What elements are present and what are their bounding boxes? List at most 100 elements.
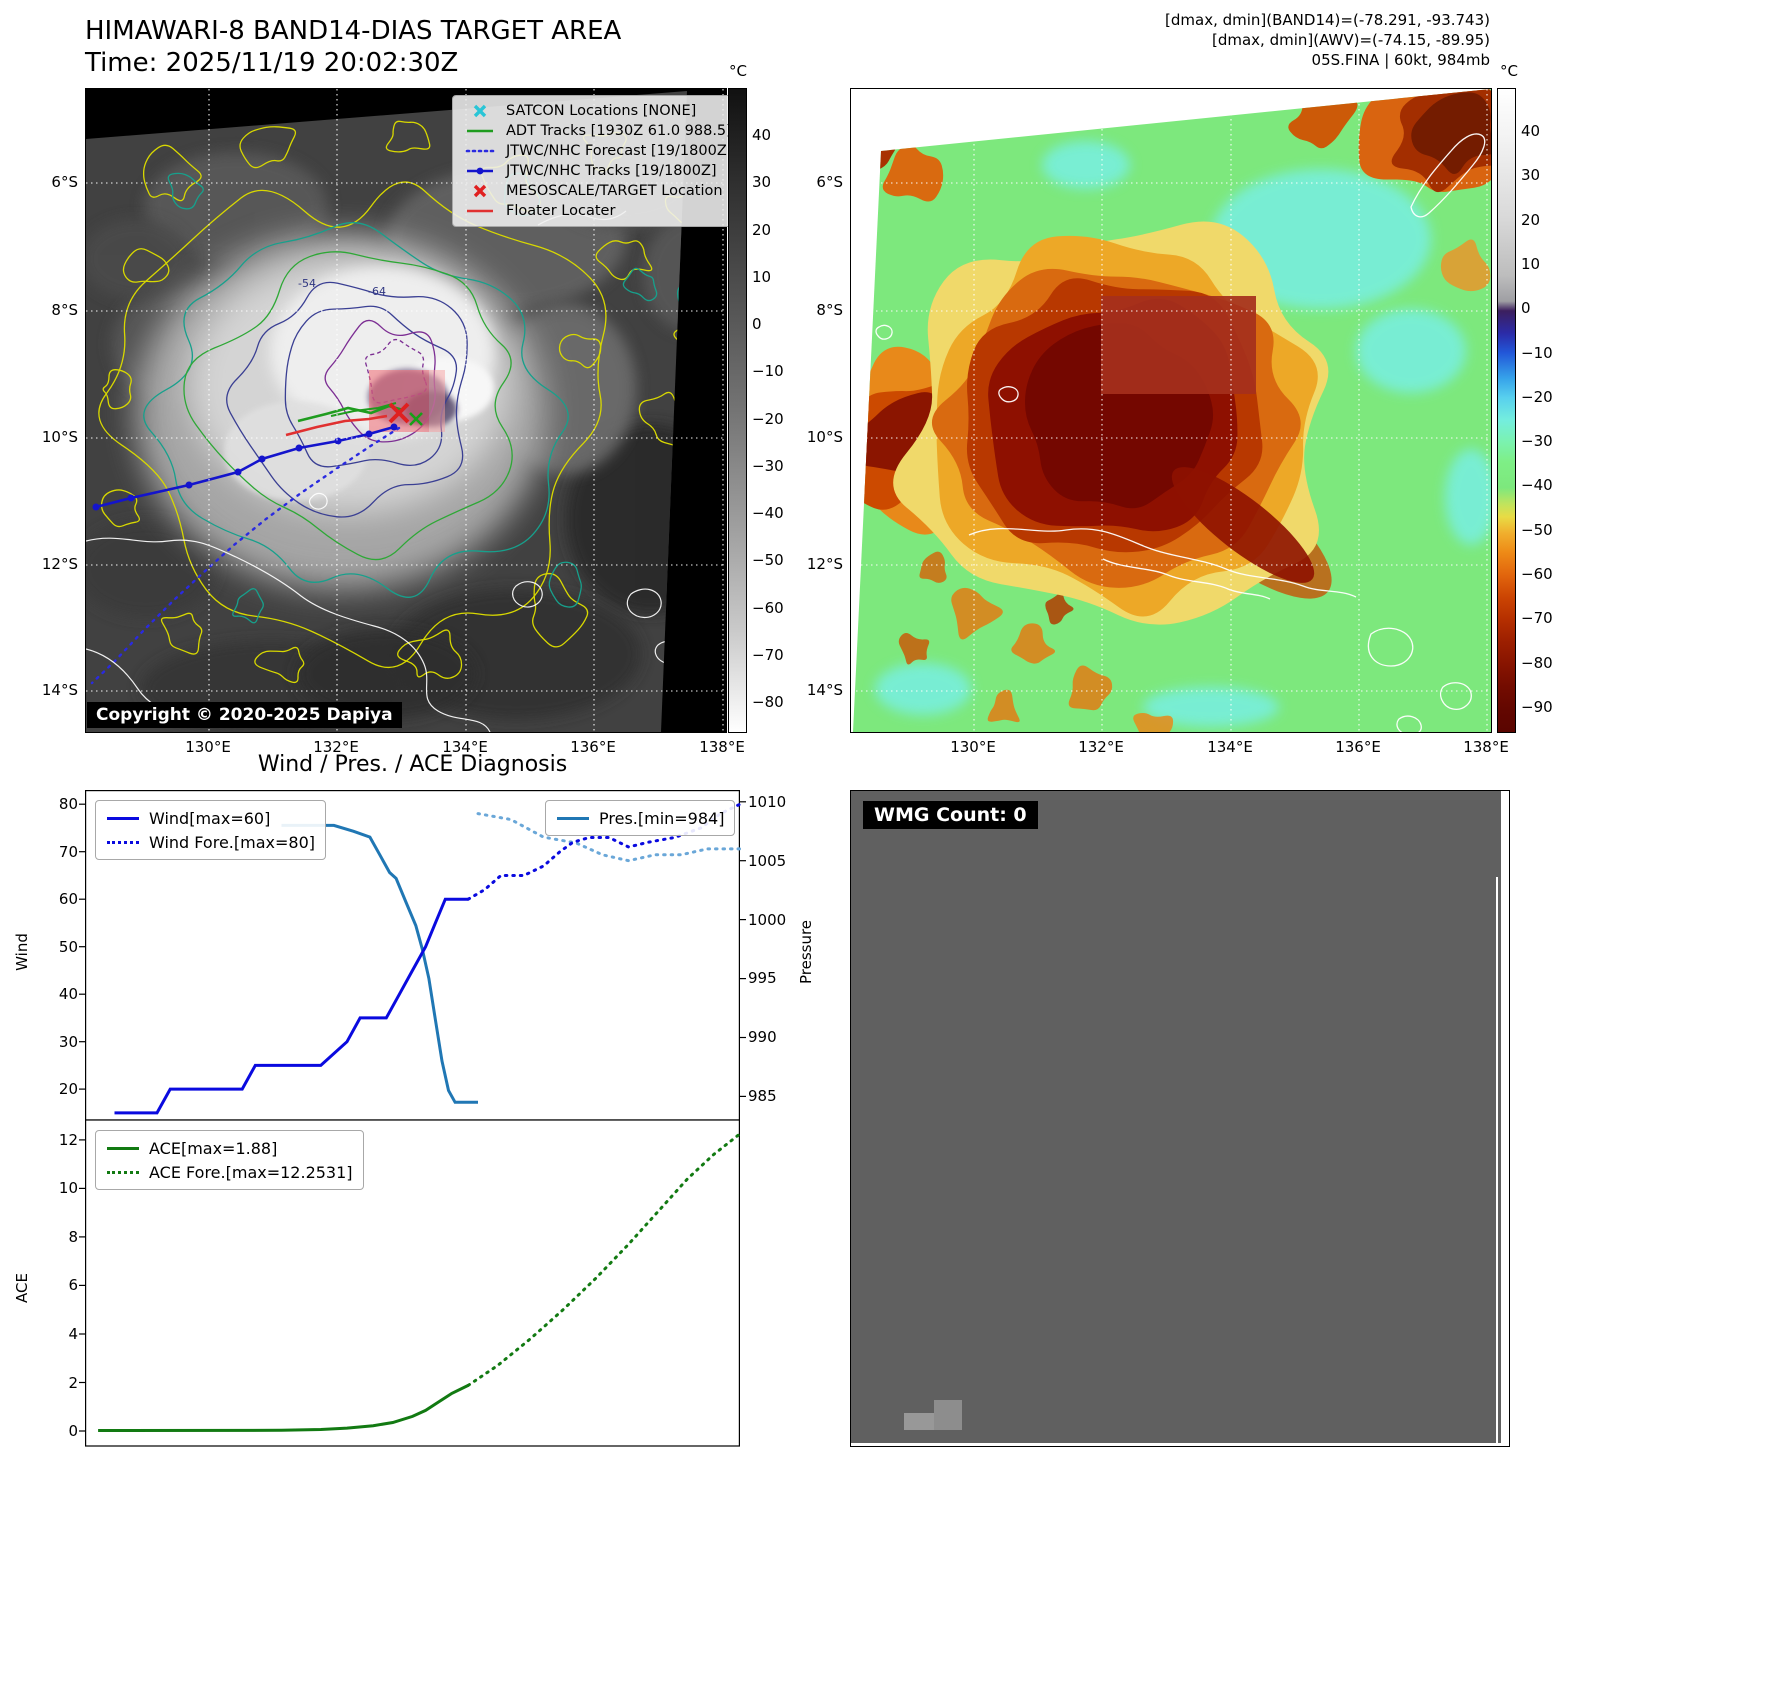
wind-line [114,897,469,1115]
lon-tick-label: 136°E [570,738,616,756]
colorbar-tick: −30 [1521,432,1553,450]
ace-tick: 8 [68,1228,78,1246]
ace-tick: 12 [58,1131,78,1149]
adt-x-marker [409,412,423,426]
legend-floater-locater: Floater Locater [463,201,732,221]
colorbar-tick: −70 [1521,609,1553,627]
wind-tick: 30 [58,1033,78,1051]
colorbar-tick: 40 [752,126,772,144]
colorbar-tick: −70 [752,646,784,664]
x-marker-icon [463,103,497,119]
lon-tick-label: 130°E [950,738,996,756]
lat-tick-label: 8°S [816,301,843,319]
colorbar-tick: −10 [752,362,784,380]
legend-label: ADT Tracks [1930Z 61.0 988.5] [506,123,732,139]
legend-mesoscale-target: MESOSCALE/TARGET Location [463,181,732,201]
legend-jtwc-forecast: JTWC/NHC Forecast [19/1800Z] [463,141,732,161]
pressure-axis-label: Pressure [797,919,815,985]
ace-tick: 0 [68,1422,78,1440]
pressure-tick: 995 [748,969,777,987]
colorbar-tick: 10 [1521,255,1541,273]
wmg-canvas [851,791,1501,1443]
colorbar-tick: −10 [1521,344,1553,362]
legend-label: Floater Locater [506,203,616,219]
ace-axis-label: ACE [13,1273,31,1303]
wmg-bar [934,1400,962,1430]
awv-satellite-image [850,88,1492,733]
ace-legend: ACE[max=1.88] ACE Fore.[max=12.2531] [95,1130,364,1190]
grid-lines [86,89,726,732]
wind-tick: 40 [58,985,78,1003]
colorbar-tick: 20 [752,221,772,239]
ace-tick: 6 [68,1276,78,1294]
ace-tick: 2 [68,1374,78,1392]
colorbar-tick: −50 [752,551,784,569]
lat-tick-label: 14°S [806,681,843,699]
tl-colorbar-unit: °C [729,62,747,80]
legend-label: JTWC/NHC Tracks [19/1800Z] [506,163,717,179]
awv-colorbar [1497,88,1516,733]
wind-tick: 20 [58,1080,78,1098]
wind-tick: 50 [58,938,78,956]
legend-label: JTWC/NHC Forecast [19/1800Z] [506,143,733,159]
legend-label: Pres.[min=984] [599,808,725,828]
lat-tick-label: 6°S [816,173,843,191]
colorbar-tick: −20 [752,410,784,428]
lat-tick-label: 12°S [806,555,843,573]
legend-label: Wind Fore.[max=80] [149,832,315,852]
wmg-bar [904,1413,934,1430]
lon-tick-label: 138°E [1463,738,1509,756]
lon-tick-label: 132°E [1078,738,1124,756]
lon-tick-label: 134°E [442,738,488,756]
wind-axis-label: Wind [13,933,31,971]
line-swatch-icon [463,123,497,139]
wmg-trace-line [1496,877,1498,1443]
legend-label: ACE Fore.[max=12.2531] [149,1162,353,1182]
lat-tick-label: 10°S [806,428,843,446]
lon-tick-label: 136°E [1335,738,1381,756]
colorbar-tick: −50 [1521,521,1553,539]
colorbar-tick: −60 [1521,565,1553,583]
wind-pres-ace-chart [79,790,746,1447]
colorbar-tick: −60 [752,599,784,617]
tr-header: [dmax, dmin](BAND14)=(-78.291, -93.743) … [850,10,1490,70]
jtwc-forecast-line [90,426,401,685]
lat-tick-label: 14°S [41,681,78,699]
floater-track-line [285,414,388,437]
colorbar-tick: −30 [752,457,784,475]
colorbar-tick: 30 [1521,166,1541,184]
line-dot-swatch-icon [463,163,497,179]
copyright-badge: Copyright © 2020-2025 Dapiya [87,702,402,728]
colorbar-tick: −90 [1521,698,1553,716]
lat-tick-label: 12°S [41,555,78,573]
colorbar-tick: −40 [752,504,784,522]
legend-satcon: SATCON Locations [NONE] [463,101,732,121]
band14-satellite-image: -54 -64 [85,88,727,733]
colorbar-tick: −80 [752,693,784,711]
target-x-marker [388,402,410,424]
ace-tick: 4 [68,1325,78,1343]
colorbar-tick: −40 [1521,476,1553,494]
contour-label: -54 [298,277,316,290]
ace-tick: 10 [58,1179,78,1197]
mesoscale-window [1101,296,1256,394]
contour-label: -64 [368,285,386,298]
lat-tick-label: 6°S [51,173,78,191]
ace-line [98,1384,469,1432]
lat-tick-label: 8°S [51,301,78,319]
colorbar-tick: 0 [752,315,762,333]
legend-label: MESOSCALE/TARGET Location [506,183,723,199]
colorbar-tick: −20 [1521,388,1553,406]
lon-tick-label: 138°E [699,738,745,756]
lon-tick-label: 132°E [313,738,359,756]
legend-label: SATCON Locations [NONE] [506,103,697,119]
line-swatch-icon [463,203,497,219]
tl-title: HIMAWARI-8 BAND14-DIAS TARGET AREA [85,16,622,46]
pressure-legend: Pres.[min=984] [545,800,736,836]
legend-label: Wind[max=60] [149,808,271,828]
lon-tick-label: 134°E [1207,738,1253,756]
wmg-count-label: WMG Count: 0 [863,801,1038,829]
pressure-line [281,823,478,1104]
legend-adt-tracks: ADT Tracks [1930Z 61.0 988.5] [463,121,732,141]
lat-tick-label: 10°S [41,428,78,446]
